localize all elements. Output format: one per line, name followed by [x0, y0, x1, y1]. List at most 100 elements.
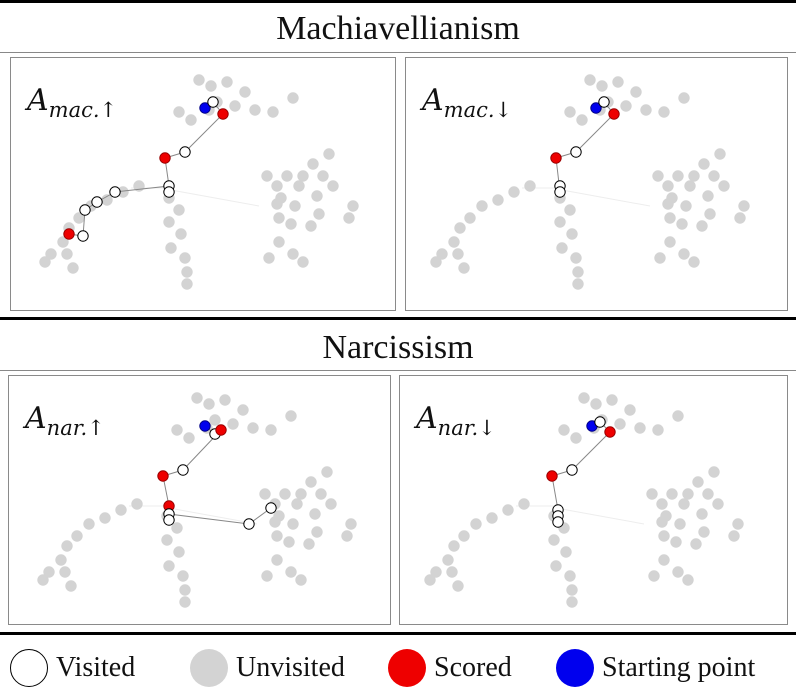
graph-nar-up: Anar.↑: [22, 392, 357, 608]
unvisited-node: [289, 200, 301, 212]
unvisited-node: [183, 432, 195, 444]
unvisited-node: [83, 518, 95, 530]
unvisited-node: [175, 228, 187, 240]
legend-label: Unvisited: [236, 652, 345, 683]
unvisited-node: [67, 262, 79, 274]
visited-node: [109, 186, 121, 198]
unvisited-node: [221, 76, 233, 88]
visited-node: [552, 516, 564, 528]
legend-label: Starting point: [602, 652, 756, 683]
unvisited-node: [712, 498, 724, 510]
unvisited-node: [714, 148, 726, 160]
unvisited-node: [287, 518, 299, 530]
unvisited-node: [452, 580, 464, 592]
visited-node: [79, 204, 91, 216]
unvisited-node: [584, 74, 596, 86]
unvisited-node: [680, 200, 692, 212]
unvisited-node: [285, 218, 297, 230]
unvisited-node: [576, 114, 588, 126]
unvisited-node: [173, 204, 185, 216]
unvisited-node: [690, 538, 702, 550]
unvisited-node: [718, 180, 730, 192]
unvisited-node: [656, 516, 668, 528]
section-title-machiavellianism: Machiavellianism: [276, 10, 520, 47]
unvisited-node: [161, 534, 173, 546]
scored-node: [550, 152, 562, 164]
visited-node: [179, 146, 191, 158]
unvisited-node: [341, 530, 353, 542]
unvisited-node: [309, 508, 321, 520]
unvisited-node: [646, 488, 658, 500]
unvisited-node: [728, 530, 740, 542]
unvisited-node: [61, 540, 73, 552]
unvisited-node: [662, 180, 674, 192]
unvisited-node: [624, 404, 636, 416]
unvisited-node: [59, 566, 71, 578]
scored-node: [217, 108, 229, 120]
unvisited-node: [688, 170, 700, 182]
unvisited-node: [291, 498, 303, 510]
unvisited-node: [678, 498, 690, 510]
graph-edge: [561, 189, 651, 207]
unvisited-node: [708, 466, 720, 478]
visited-node: [265, 502, 277, 514]
legend-item-starting-point: Starting point: [556, 648, 755, 688]
unvisited-node: [205, 80, 217, 92]
path-edge: [162, 425, 272, 525]
unvisited-node: [578, 392, 590, 404]
unvisited-node: [612, 76, 624, 88]
unvisited-node: [179, 596, 191, 608]
visited-node: [177, 464, 189, 476]
unvisited-node: [177, 570, 189, 582]
unvisited-node: [556, 242, 568, 254]
unvisited-node: [267, 106, 279, 118]
unvisited-node: [430, 256, 442, 268]
unvisited-node: [564, 106, 576, 118]
unvisited-node: [247, 422, 259, 434]
unvisited-node: [678, 248, 690, 260]
unvisited-node: [678, 92, 690, 104]
unvisited-node: [492, 194, 504, 206]
unvisited-node: [39, 256, 51, 268]
unvisited-node: [265, 424, 277, 436]
unvisited-node: [345, 518, 357, 530]
unvisited-node: [303, 538, 315, 550]
unvisited-node: [173, 546, 185, 558]
start-circle-icon: [556, 649, 594, 687]
unvisited-node: [163, 560, 175, 572]
unvisited-node: [71, 530, 83, 542]
visited-node: [594, 416, 606, 428]
unvisited-node: [572, 266, 584, 278]
panel-label: Anar.↓: [413, 401, 496, 440]
legend-label: Visited: [56, 652, 136, 683]
unvisited-node: [297, 170, 309, 182]
unvisited-node: [560, 546, 572, 558]
unvisited-node: [163, 216, 175, 228]
unvisited-node: [738, 200, 750, 212]
start-node: [590, 102, 602, 114]
unvisited-node: [566, 228, 578, 240]
unvisited-node: [315, 488, 327, 500]
unvisited-node: [696, 508, 708, 520]
unvisited-node: [227, 418, 239, 430]
graph-edge: [168, 507, 258, 525]
unvisited-node: [676, 218, 688, 230]
unvisited-node: [65, 580, 77, 592]
unvisited-node: [630, 86, 642, 98]
unvisited-node: [458, 262, 470, 274]
unvisited-node: [193, 74, 205, 86]
unvisited-node: [131, 498, 143, 510]
legend-item-scored: Scored: [388, 648, 512, 688]
scored-node: [604, 426, 616, 438]
unvisited-node: [263, 252, 275, 264]
unvisited-node: [285, 410, 297, 422]
unvisited-node: [550, 560, 562, 572]
unvisited-node: [259, 488, 271, 500]
unvisited-node: [708, 170, 720, 182]
unvisited-node: [688, 256, 700, 268]
unvisited-node: [614, 418, 626, 430]
unvisited-node: [564, 570, 576, 582]
panel-label: Amac.↓: [419, 83, 512, 122]
unvisited-node: [454, 222, 466, 234]
graph-nar-down: Anar.↓: [413, 392, 744, 608]
